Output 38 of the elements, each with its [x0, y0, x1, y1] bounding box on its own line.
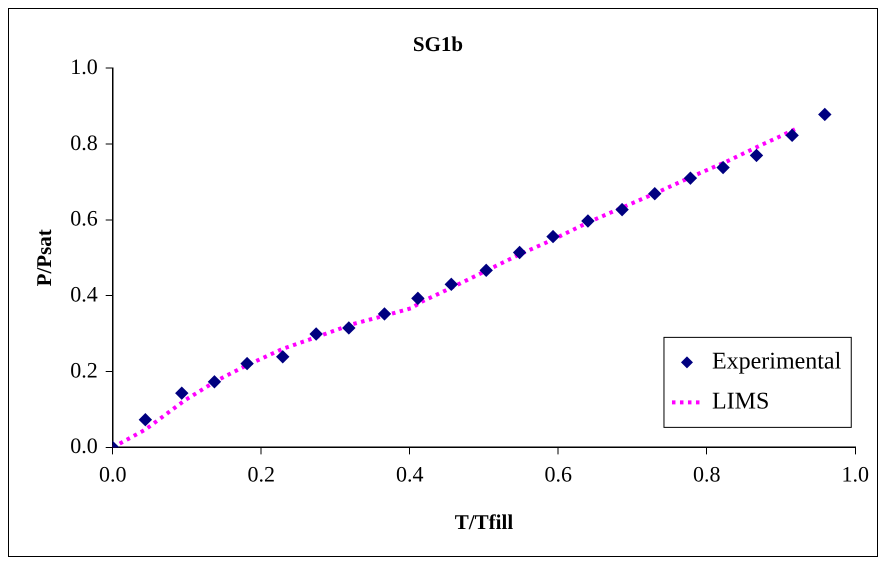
- point: [581, 214, 594, 228]
- y-axis-title: P/Psat: [32, 229, 56, 286]
- x-tick-label: 0.0: [98, 461, 126, 486]
- point: [684, 172, 697, 185]
- y-tick-label: 0.6: [70, 206, 98, 231]
- point: [378, 307, 391, 320]
- legend-label: LIMS: [712, 388, 770, 415]
- point: [342, 321, 356, 334]
- y-tick-label: 1.0: [70, 54, 98, 79]
- point: [786, 128, 799, 142]
- point: [716, 161, 730, 174]
- point: [480, 264, 493, 277]
- x-tick-label: 0.8: [692, 461, 720, 486]
- x-tick-label: 0.6: [544, 461, 572, 486]
- point: [310, 328, 323, 341]
- y-tick-label: 0.8: [70, 130, 98, 155]
- point: [240, 357, 254, 370]
- x-tick-label: 1.0: [842, 461, 869, 486]
- point: [750, 148, 763, 162]
- point: [208, 375, 221, 388]
- x-axis-title: T/Tfill: [454, 510, 514, 534]
- legend-label: Experimental: [712, 348, 842, 375]
- point: [513, 246, 526, 259]
- x-tick-label: 0.2: [247, 461, 275, 486]
- point: [175, 386, 188, 400]
- point: [818, 108, 832, 121]
- point: [411, 292, 424, 305]
- x-tick-label: 0.4: [396, 461, 424, 486]
- point: [138, 413, 152, 426]
- chart-title: SG1b: [412, 32, 464, 56]
- point: [648, 187, 662, 200]
- y-tick-label: 0.2: [70, 357, 98, 382]
- y-tick-label: 0.4: [70, 282, 98, 306]
- point: [616, 203, 629, 216]
- point: [546, 230, 560, 244]
- point: [276, 350, 290, 364]
- y-tick-label: 0.0: [70, 433, 98, 458]
- point: [444, 278, 458, 291]
